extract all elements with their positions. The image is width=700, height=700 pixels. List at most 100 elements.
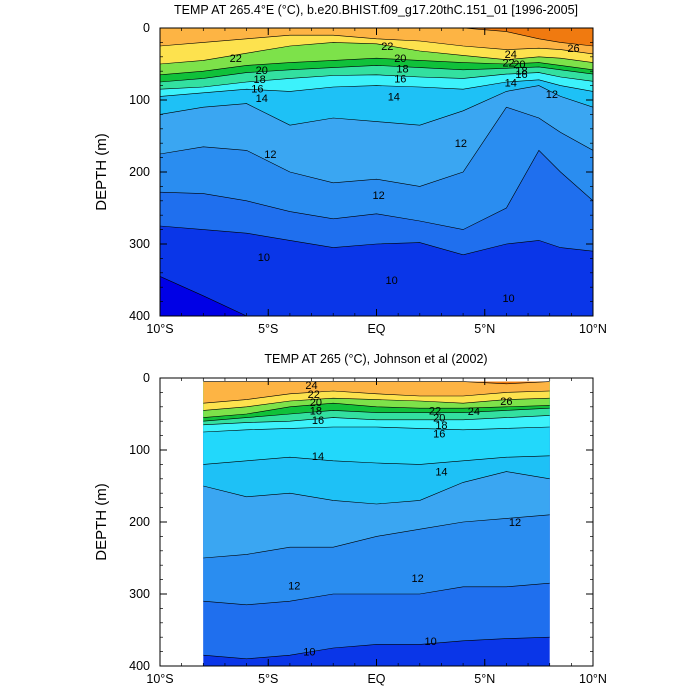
contour-label: 16 bbox=[515, 69, 527, 81]
contour-label-layer: 2220181614222018161424222018161426121212… bbox=[230, 41, 580, 305]
isotherm-24 bbox=[160, 34, 593, 55]
x-tick-label: 5°N bbox=[474, 672, 495, 686]
contour-line-layer bbox=[203, 381, 550, 660]
contour-label: 24 bbox=[468, 406, 480, 418]
contour-label: 12 bbox=[509, 517, 521, 529]
contour-label: 10 bbox=[303, 647, 315, 659]
contour-label: 18 bbox=[515, 65, 527, 77]
contour-label: 18 bbox=[253, 74, 265, 86]
contour-label: 12 bbox=[264, 149, 276, 161]
x-tick-label: 5°S bbox=[258, 672, 278, 686]
panel-title: TEMP AT 265 (°C), Johnson et al (2002) bbox=[264, 352, 487, 366]
y-axis-label: DEPTH (m) bbox=[93, 483, 110, 561]
y-tick-label: 400 bbox=[129, 309, 150, 323]
y-tick-label: 100 bbox=[129, 443, 150, 457]
isotherm-9 bbox=[160, 225, 593, 256]
isotherm-11 bbox=[160, 106, 593, 187]
contour-label: 22 bbox=[230, 53, 242, 65]
y-tick-label: 200 bbox=[129, 165, 150, 179]
contour-label: 16 bbox=[312, 415, 324, 427]
isotherm-10 bbox=[203, 582, 550, 606]
contour-label: 10 bbox=[502, 293, 514, 305]
contour-label: 10 bbox=[258, 252, 270, 264]
y-tick-label: 400 bbox=[129, 659, 150, 673]
contour-label: 12 bbox=[412, 573, 424, 585]
isotherm-8 bbox=[160, 276, 593, 316]
contour-label: 24 bbox=[305, 380, 317, 392]
isotherm-13 bbox=[203, 455, 550, 465]
axis-ticks: 10°S 5°S EQ 5°N 10°N 0 100 200 300 400 bbox=[129, 21, 607, 336]
contour-label: 20 bbox=[433, 413, 445, 425]
contour-label: 18 bbox=[310, 405, 322, 417]
isotherm-14 bbox=[203, 426, 550, 433]
contour-label: 20 bbox=[310, 397, 322, 409]
contour-label: 20 bbox=[394, 53, 406, 65]
contour-label: 20 bbox=[256, 65, 268, 77]
y-axis-label: DEPTH (m) bbox=[93, 133, 110, 211]
axis-ticks: 10°S 5°S EQ 5°N 10°N 0 100 200 300 400 bbox=[129, 371, 607, 686]
contour-label: 22 bbox=[308, 389, 320, 401]
contour-label: 10 bbox=[425, 636, 437, 648]
x-tick-label: 10°N bbox=[579, 322, 607, 336]
y-tick-label: 100 bbox=[129, 93, 150, 107]
contour-label: 22 bbox=[502, 58, 514, 70]
x-tick-label: 10°N bbox=[579, 672, 607, 686]
contour-fill-layer bbox=[203, 381, 550, 666]
isotherm-9 bbox=[203, 636, 550, 660]
isotherm-14 bbox=[160, 79, 593, 97]
contour-label: 16 bbox=[251, 83, 263, 95]
panel-model: TEMP AT 265.4°E (°C), b.e20.BHIST.f09_g1… bbox=[93, 3, 607, 336]
contour-label: 20 bbox=[513, 59, 525, 71]
contour-band-24 bbox=[203, 381, 550, 404]
isotherm-16 bbox=[160, 72, 593, 90]
x-tick-label: 5°S bbox=[258, 322, 278, 336]
contour-label: 12 bbox=[373, 190, 385, 202]
x-tick-label: 10°S bbox=[146, 322, 173, 336]
contour-label: 16 bbox=[394, 73, 406, 85]
contour-label: 10 bbox=[386, 275, 398, 287]
isotherm-10 bbox=[160, 149, 593, 230]
isotherm-24 bbox=[203, 390, 550, 404]
contour-label: 18 bbox=[435, 420, 447, 432]
isotherm-18 bbox=[203, 407, 550, 422]
y-tick-label: 300 bbox=[129, 237, 150, 251]
isotherm-26 bbox=[160, 28, 593, 47]
isotherm-22 bbox=[160, 42, 593, 65]
x-tick-label: EQ bbox=[367, 322, 385, 336]
contour-label: 22 bbox=[429, 405, 441, 417]
panel-observations: TEMP AT 265 (°C), Johnson et al (2002) 2… bbox=[93, 352, 607, 686]
contour-label: 12 bbox=[288, 580, 300, 592]
isotherm-18 bbox=[160, 65, 593, 83]
isotherm-12 bbox=[203, 471, 550, 505]
y-tick-label: 0 bbox=[143, 371, 150, 385]
y-tick-label: 0 bbox=[143, 21, 150, 35]
y-tick-label: 200 bbox=[129, 515, 150, 529]
x-tick-label: EQ bbox=[367, 672, 385, 686]
contour-label: 16 bbox=[433, 428, 445, 440]
x-tick-label: 5°N bbox=[474, 322, 495, 336]
isotherm-12 bbox=[160, 85, 593, 126]
isotherm-20 bbox=[160, 57, 593, 76]
contour-band-26 bbox=[203, 381, 550, 384]
x-tick-label: 10°S bbox=[146, 672, 173, 686]
contour-label: 12 bbox=[546, 89, 558, 101]
contour-label: 24 bbox=[505, 49, 517, 61]
contour-label: 26 bbox=[567, 43, 579, 55]
isotherm-20 bbox=[203, 402, 550, 418]
isotherm-22 bbox=[203, 397, 550, 411]
contour-label: 12 bbox=[455, 138, 467, 150]
isotherm-16 bbox=[203, 415, 550, 426]
contour-label: 18 bbox=[396, 63, 408, 75]
contour-label: 14 bbox=[312, 451, 324, 463]
contour-label: 14 bbox=[505, 78, 517, 90]
contour-label: 22 bbox=[381, 41, 393, 53]
contour-label: 14 bbox=[388, 91, 400, 103]
contour-label: 14 bbox=[256, 93, 268, 105]
y-tick-label: 300 bbox=[129, 587, 150, 601]
contour-line-layer bbox=[160, 28, 593, 316]
contour-label: 26 bbox=[500, 396, 512, 408]
contour-fill-layer bbox=[160, 28, 593, 316]
isotherm-11 bbox=[203, 514, 550, 559]
